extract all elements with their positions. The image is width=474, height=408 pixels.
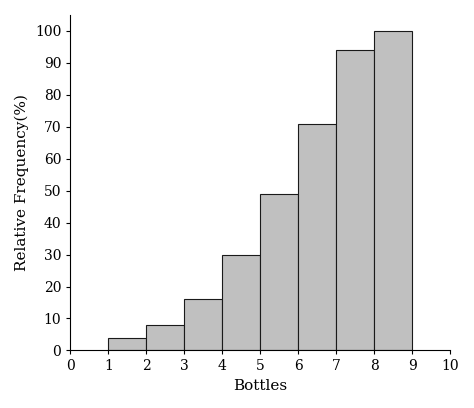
Bar [298,124,336,350]
Bar [260,194,298,350]
Bar [336,50,374,350]
Bar [109,338,146,350]
Bar [222,255,260,350]
Bar [374,31,412,350]
Bar [184,299,222,350]
X-axis label: Bottles: Bottles [233,379,287,393]
Y-axis label: Relative Frequency(%): Relative Frequency(%) [15,94,29,271]
Bar [146,325,184,350]
